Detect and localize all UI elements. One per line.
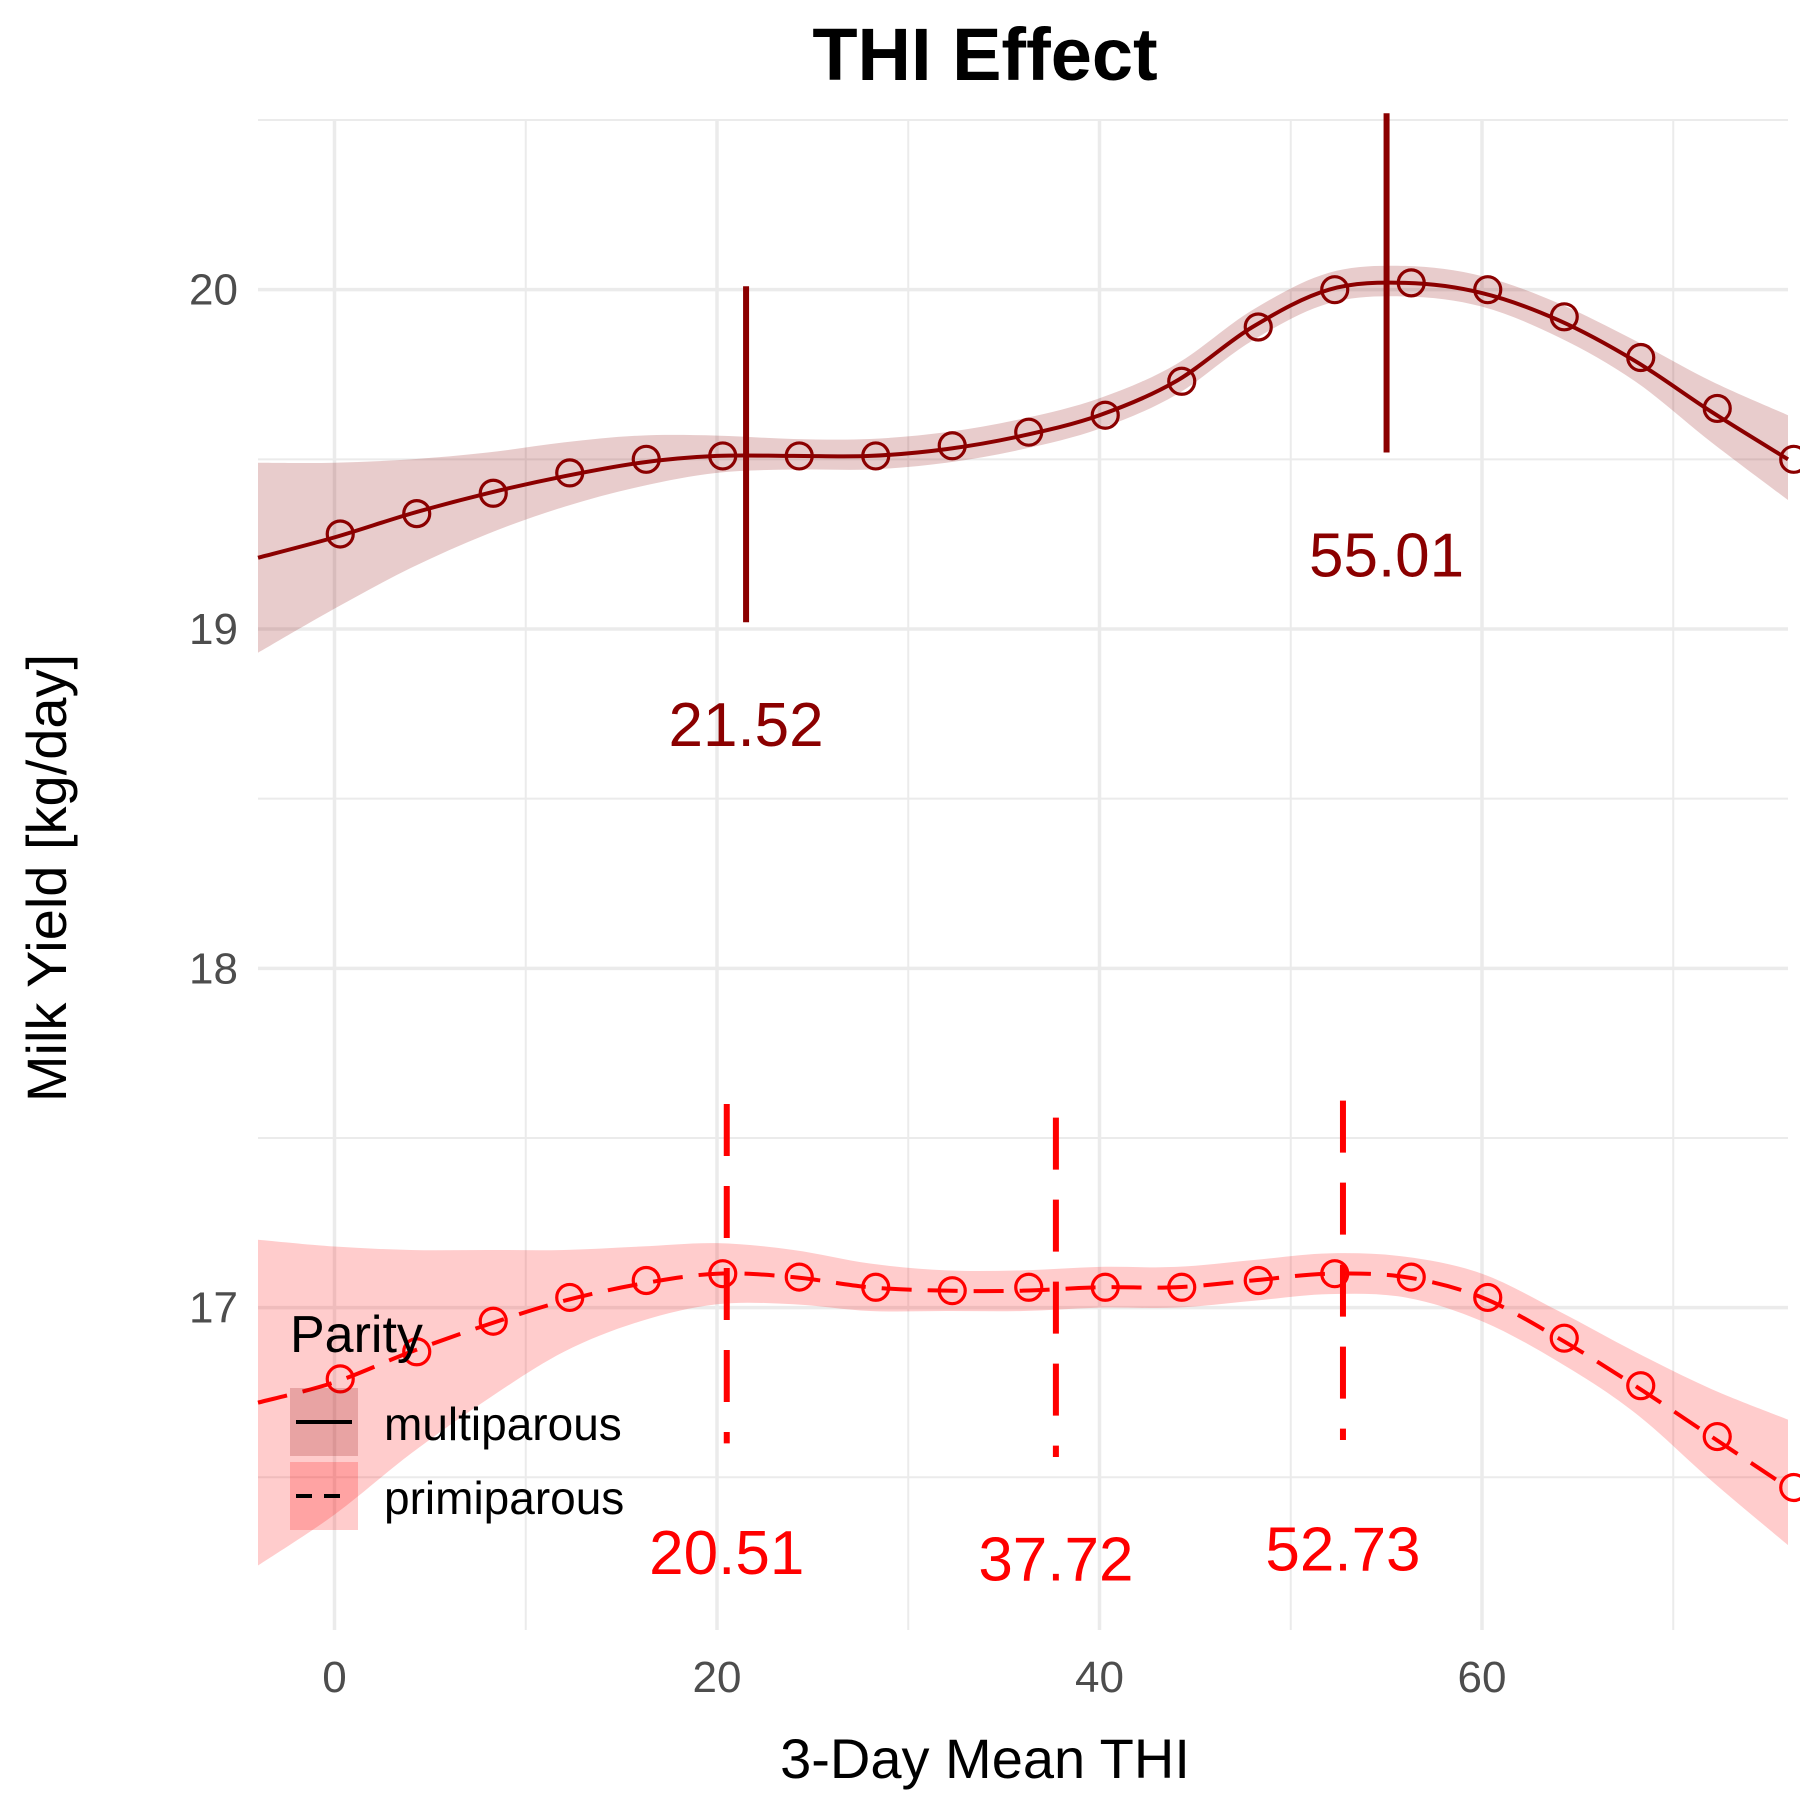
data-points <box>325 268 1800 1503</box>
point-primiparous <box>1702 1421 1732 1452</box>
x-tick-label: 40 <box>1075 1653 1124 1702</box>
breakpoint-lines <box>723 113 1390 1457</box>
point-primiparous <box>1243 1265 1273 1296</box>
point-primiparous <box>1473 1282 1503 1313</box>
point-primiparous <box>937 1276 967 1306</box>
breakpoint-label: 52.73 <box>1265 1516 1420 1585</box>
confidence-band-multiparous <box>258 265 1788 653</box>
x-axis-title: 3-Day Mean THI <box>780 1727 1190 1790</box>
point-multiparous <box>1320 275 1350 305</box>
x-tick-label: 20 <box>693 1653 742 1702</box>
point-primiparous <box>1779 1472 1800 1503</box>
point-primiparous <box>555 1282 585 1313</box>
chart-title: THI Effect <box>812 13 1157 96</box>
point-primiparous <box>1549 1323 1579 1353</box>
point-multiparous <box>708 441 738 471</box>
legend-title: Parity <box>290 1306 423 1364</box>
point-primiparous <box>708 1259 738 1289</box>
point-primiparous <box>1167 1272 1197 1302</box>
point-primiparous <box>631 1265 661 1296</box>
breakpoint-label: 37.72 <box>978 1526 1133 1595</box>
y-tick-label: 19 <box>189 605 238 654</box>
point-primiparous <box>402 1337 432 1367</box>
curve-primiparous <box>257 1271 1790 1490</box>
point-primiparous <box>1014 1272 1044 1302</box>
breakpoint-label: 20.51 <box>649 1519 804 1588</box>
point-primiparous <box>478 1306 508 1336</box>
y-tick-label: 17 <box>189 1284 238 1333</box>
legend-label-primiparous: primiparous <box>384 1472 624 1524</box>
y-tick-labels: 17 18 19 20 <box>189 266 238 1333</box>
point-primiparous <box>784 1262 814 1292</box>
point-multiparous <box>861 441 891 471</box>
point-multiparous <box>402 499 432 529</box>
point-multiparous <box>1243 312 1273 342</box>
breakpoint-label: 21.52 <box>668 691 823 760</box>
point-multiparous <box>1090 400 1120 430</box>
point-primiparous <box>861 1272 891 1302</box>
y-tick-label: 20 <box>189 266 238 315</box>
y-tick-label: 18 <box>189 944 238 993</box>
point-multiparous <box>1626 342 1656 373</box>
point-primiparous <box>325 1364 355 1394</box>
legend-label-multiparous: multiparous <box>384 1398 622 1450</box>
point-multiparous <box>1549 302 1579 332</box>
grid-major <box>258 120 1788 1630</box>
point-multiparous <box>1396 268 1426 298</box>
x-tick-label: 60 <box>1458 1653 1507 1702</box>
x-tick-labels: 0 20 40 60 <box>322 1653 1506 1702</box>
point-primiparous <box>1396 1262 1426 1292</box>
x-tick-label: 0 <box>322 1653 346 1702</box>
point-primiparous <box>1626 1371 1656 1401</box>
point-multiparous <box>555 458 585 488</box>
point-multiparous <box>478 478 508 508</box>
point-primiparous <box>1090 1272 1120 1302</box>
point-multiparous <box>1779 444 1800 474</box>
point-multiparous <box>1014 417 1044 447</box>
point-multiparous <box>1702 393 1732 424</box>
breakpoint-label: 55.01 <box>1309 521 1464 590</box>
point-primiparous <box>1320 1259 1350 1289</box>
grid-minor <box>258 119 1788 1630</box>
point-multiparous <box>1167 366 1197 396</box>
breakpoint-labels: 21.52 55.01 20.51 37.72 52.73 <box>649 521 1464 1594</box>
point-multiparous <box>325 519 355 549</box>
y-axis-title: Milk Yield [kg/day] <box>15 654 78 1102</box>
point-multiparous <box>631 444 661 474</box>
point-multiparous <box>937 431 967 461</box>
confidence-band-primiparous <box>258 1239 1788 1566</box>
legend: Parity multiparous primiparous <box>290 1306 624 1530</box>
point-multiparous <box>784 441 814 471</box>
confidence-bands <box>258 265 1788 1566</box>
point-multiparous <box>1473 275 1503 305</box>
